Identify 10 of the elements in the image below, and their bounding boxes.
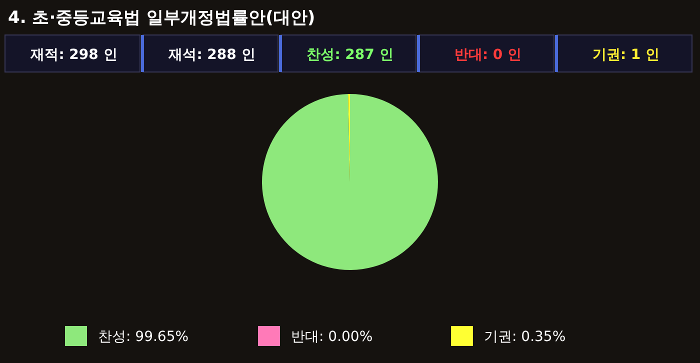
legend-label: 찬성: 99.65% [98,329,189,345]
text: 기권: 1 인 [592,47,660,63]
pie-slice [262,94,438,270]
text: 반대: 0 인 [454,47,522,63]
legend-label: 기권: 0.35% [484,329,566,345]
text: 찬성: 287 인 [306,47,394,63]
legend-label: 반대: 0.00% [291,329,373,345]
text: 재석: 288 인 [168,47,256,63]
chart-title: 4. 초·중등교육법 일부개정법률안(대안) [8,8,316,28]
text: 재적: 298 인 [30,47,118,63]
